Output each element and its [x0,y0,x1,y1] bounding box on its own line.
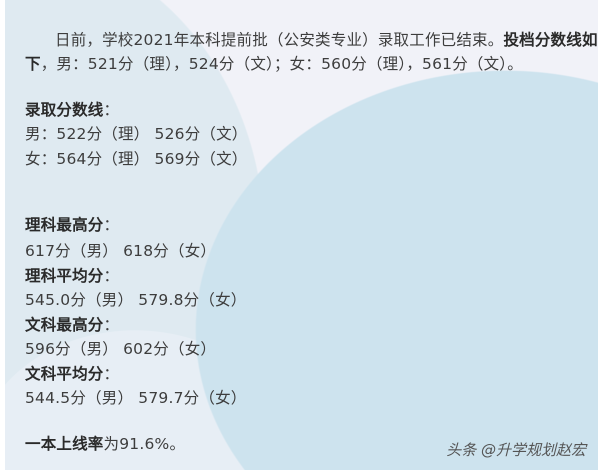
admission-heading-text: 录取分数线 [25,101,104,119]
intro-line-1: 日前，学校2021年本科提前批（公安类专业）录取工作已结束。投档分数线如 [55,28,598,50]
colon: ： [103,316,120,334]
intro-bold-text-2: 下 [25,55,41,73]
intro-text: 日前，学校2021年本科提前批（公安类专业）录取工作已结束。 [55,31,504,49]
colon: ： [103,216,120,234]
stat-heading: 文科平均分： [25,362,119,384]
stat-heading: 理科平均分： [25,264,119,286]
document-card: 日前，学校2021年本科提前批（公安类专业）录取工作已结束。投档分数线如 下，男… [5,0,598,470]
stat-heading-text: 理科最高分 [25,216,104,234]
stat-heading-text: 文科平均分 [25,365,104,383]
admission-male: 男：522分（理） 526分（文） [25,125,248,143]
intro-bold-text: 投档分数线如 [503,31,598,49]
pass-rate-label: 一本上线率 [25,435,104,453]
stat-heading-text: 文科最高分 [25,316,104,334]
pass-rate: 一本上线率为91.6%。 [25,432,185,454]
admission-female: 女：564分（理） 569分（文） [25,150,248,168]
intro-text-2: ，男：521分（理），524分（文）；女：560分（理），561分（文）。 [40,55,523,73]
stat-value: 545.0分（男） 579.8分（女） [25,291,247,309]
watermark: 头条 @升学规划赵宏 [446,441,586,459]
stat-value: 544.5分（男） 579.7分（女） [25,389,247,407]
stat-heading: 理科最高分： [25,213,119,235]
stat-value: 596分（男） 602分（女） [25,340,217,358]
colon: ： [103,365,120,383]
intro-line-2: 下，男：521分（理），524分（文）；女：560分（理），561分（文）。 [25,52,523,74]
stat-value: 617分（男） 618分（女） [25,242,217,260]
pass-rate-value: 为91.6%。 [103,435,186,453]
admission-heading: 录取分数线： [25,98,119,120]
colon: ： [103,267,120,285]
stat-heading: 文科最高分： [25,313,119,335]
stat-heading-text: 理科平均分 [25,267,104,285]
colon: ： [103,101,120,119]
